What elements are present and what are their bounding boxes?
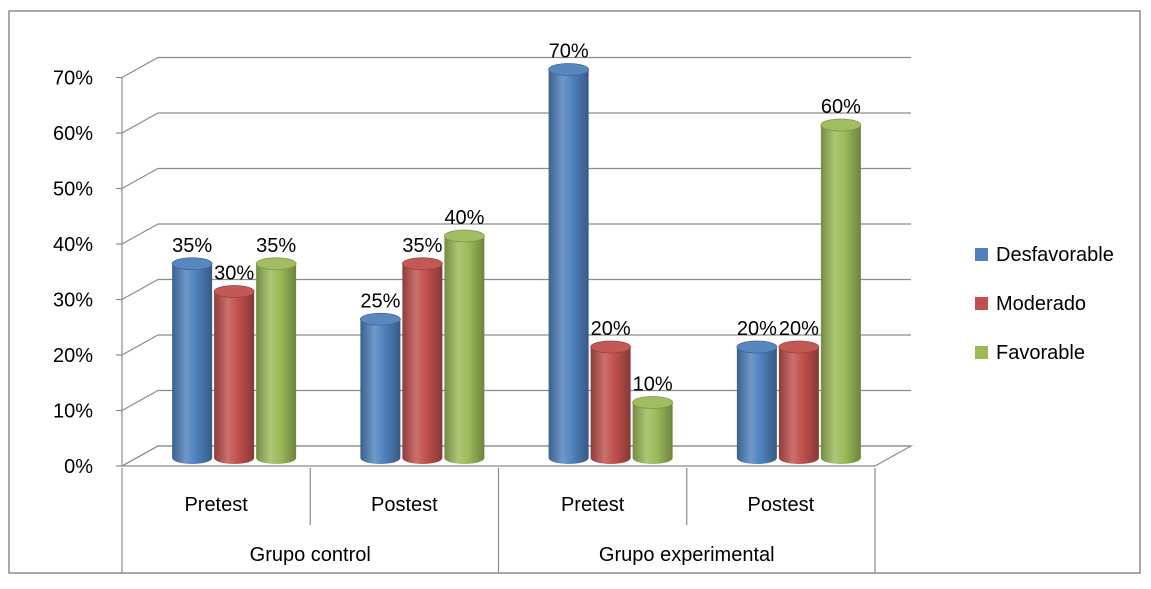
group-label: Grupo experimental bbox=[599, 544, 775, 566]
category-label: Postest bbox=[371, 494, 438, 516]
bar-top bbox=[359, 312, 401, 326]
legend-item-desfavorable: Desfavorable bbox=[975, 244, 1114, 266]
data-label: 35% bbox=[256, 235, 296, 257]
bar-desfavorable-2 bbox=[548, 63, 590, 464]
gridline bbox=[121, 389, 911, 412]
bar-body bbox=[256, 263, 297, 464]
legend-label: Desfavorable bbox=[996, 244, 1114, 266]
legend-swatch bbox=[975, 248, 988, 261]
bar-favorable-0 bbox=[255, 257, 297, 464]
bar-favorable-2 bbox=[632, 396, 674, 464]
y-tick-label: 10% bbox=[53, 401, 93, 423]
data-label: 25% bbox=[360, 290, 400, 312]
bar-body bbox=[402, 263, 443, 464]
legend-label: Favorable bbox=[996, 342, 1085, 364]
bar-body bbox=[632, 402, 673, 464]
gridline bbox=[121, 334, 911, 356]
legend-item-favorable: Favorable bbox=[975, 342, 1085, 364]
bar-top bbox=[213, 285, 255, 298]
category-label: Postest bbox=[748, 494, 815, 516]
bar-favorable-3 bbox=[820, 118, 862, 464]
gridline bbox=[121, 278, 911, 301]
data-label: 35% bbox=[172, 235, 212, 257]
bars bbox=[171, 63, 862, 464]
y-axis-ticks: 0% 10% 20% 30% 40% 50% 60% 70% bbox=[53, 68, 122, 478]
bar-body bbox=[360, 319, 401, 464]
data-label: 20% bbox=[779, 318, 819, 340]
gridline bbox=[121, 56, 911, 79]
legend-label: Moderado bbox=[996, 293, 1086, 315]
gridline bbox=[121, 167, 911, 190]
bar-body bbox=[548, 69, 589, 464]
bar-moderado-0 bbox=[213, 285, 255, 464]
data-label: 70% bbox=[549, 41, 589, 63]
data-labels: 35%30%35%25%35%40%70%20%10%20% 20%60% bbox=[172, 41, 861, 396]
data-label: 35% bbox=[402, 235, 442, 257]
bar-body bbox=[820, 125, 861, 464]
bar-top bbox=[778, 340, 820, 354]
bar-top bbox=[632, 396, 674, 409]
y-tick-label: 70% bbox=[53, 68, 93, 90]
data-label: 40% bbox=[444, 207, 484, 229]
bar-favorable-1 bbox=[443, 229, 485, 464]
gridline bbox=[121, 223, 911, 245]
data-label: 60% bbox=[821, 96, 861, 118]
data-label: 30% bbox=[214, 263, 254, 285]
legend-item-moderado: Moderado bbox=[975, 293, 1086, 315]
bar-desfavorable-3 bbox=[736, 340, 778, 464]
y-tick-label: 50% bbox=[53, 179, 93, 201]
legend-swatch bbox=[975, 297, 988, 310]
y-tick-label: 20% bbox=[53, 345, 93, 367]
x-axis: Pretest Postest Pretest Postest Grupo contro… bbox=[121, 468, 876, 573]
bar-body bbox=[590, 347, 631, 464]
bar-top bbox=[736, 340, 778, 354]
data-label: 10% bbox=[633, 374, 673, 396]
bar-desfavorable-1 bbox=[359, 312, 401, 464]
category-label: Pretest bbox=[561, 494, 625, 516]
bar-moderado-3 bbox=[778, 340, 820, 464]
category-label: Pretest bbox=[184, 494, 248, 516]
bar-body bbox=[214, 291, 255, 464]
data-label: 20% bbox=[737, 318, 777, 340]
bar-moderado-2 bbox=[590, 340, 632, 464]
y-tick-label: 60% bbox=[53, 123, 93, 145]
legend-swatch bbox=[975, 346, 988, 359]
bar-top bbox=[255, 257, 297, 271]
bar-body bbox=[736, 347, 777, 464]
bar-body bbox=[778, 347, 819, 464]
bar-top bbox=[443, 229, 485, 243]
group-label: Grupo control bbox=[250, 544, 371, 566]
bar-body bbox=[172, 263, 213, 464]
y-tick-label: 40% bbox=[53, 234, 93, 256]
legend: Desfavorable Moderado Favorable bbox=[975, 244, 1114, 364]
bar-top bbox=[401, 257, 443, 271]
y-tick-label: 30% bbox=[53, 290, 93, 312]
bar-desfavorable-0 bbox=[171, 257, 213, 464]
data-label: 20% bbox=[591, 318, 631, 340]
gridline bbox=[121, 112, 911, 134]
bar-top bbox=[171, 257, 213, 271]
gridlines bbox=[121, 56, 911, 467]
y-tick-label: 0% bbox=[64, 456, 93, 478]
bar-moderado-1 bbox=[401, 257, 443, 464]
bar-top bbox=[590, 340, 632, 354]
bar-body bbox=[444, 236, 485, 464]
bar-top bbox=[548, 63, 590, 76]
bar-top bbox=[820, 118, 862, 132]
